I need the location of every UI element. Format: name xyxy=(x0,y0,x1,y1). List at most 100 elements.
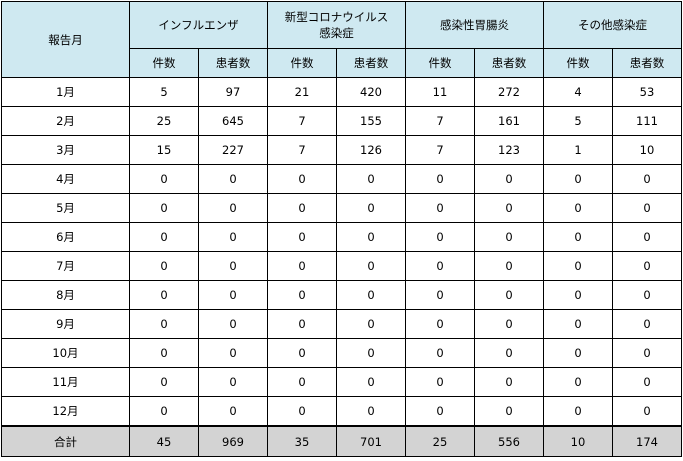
table-header: 報告月 インフルエンザ 新型コロナウイルス 感染症 感染性胃腸炎 その他感染症 … xyxy=(1,1,682,78)
patients-cell: 0 xyxy=(336,280,406,310)
table-footer: 合計 45 969 35 701 25 556 10 174 xyxy=(1,425,682,457)
table-row: 9月 0 0 0 0 0 0 0 0 xyxy=(1,309,682,339)
cases-cell: 0 xyxy=(267,367,337,397)
cases-cell: 7 xyxy=(267,106,337,136)
table-row: 12月 0 0 0 0 0 0 0 0 xyxy=(1,396,682,427)
patients-cell: 0 xyxy=(474,338,544,368)
total-row: 合計 45 969 35 701 25 556 10 174 xyxy=(1,425,682,457)
patients-cell: 97 xyxy=(198,77,268,107)
month-cell: 9月 xyxy=(1,309,130,339)
patients-cell: 0 xyxy=(474,222,544,252)
cases-cell: 0 xyxy=(267,309,337,339)
patients-cell: 0 xyxy=(612,367,682,397)
patients-cell: 0 xyxy=(336,222,406,252)
cases-cell: 0 xyxy=(405,396,475,427)
cases-cell: 0 xyxy=(267,164,337,194)
cases-cell: 25 xyxy=(129,106,199,136)
cases-cell: 0 xyxy=(267,280,337,310)
cases-cell: 0 xyxy=(543,280,613,310)
patients-cell: 0 xyxy=(612,338,682,368)
table-row: 2月 25 645 7 155 7 161 5 111 xyxy=(1,106,682,136)
patients-cell: 227 xyxy=(198,135,268,165)
patients-cell: 0 xyxy=(612,396,682,427)
cases-cell: 5 xyxy=(543,106,613,136)
group-header-line: 新型コロナウイルス xyxy=(284,10,389,24)
patients-cell: 111 xyxy=(612,106,682,136)
month-cell: 12月 xyxy=(1,396,130,427)
sub-header-patients: 患者数 xyxy=(612,48,682,78)
table-row: 4月 0 0 0 0 0 0 0 0 xyxy=(1,164,682,194)
patients-cell: 0 xyxy=(198,338,268,368)
cases-cell: 0 xyxy=(405,222,475,252)
sub-header-cases: 件数 xyxy=(129,48,199,78)
group-header-gastroenteritis: 感染性胃腸炎 xyxy=(405,1,544,49)
group-header-line: インフルエンザ xyxy=(158,18,239,32)
patients-cell: 155 xyxy=(336,106,406,136)
patients-cell: 0 xyxy=(198,396,268,427)
sub-header-cases: 件数 xyxy=(405,48,475,78)
cases-cell: 0 xyxy=(267,396,337,427)
cases-cell: 0 xyxy=(129,222,199,252)
cases-cell: 0 xyxy=(543,164,613,194)
cases-cell: 0 xyxy=(129,193,199,223)
month-cell: 11月 xyxy=(1,367,130,397)
sub-header-cases: 件数 xyxy=(543,48,613,78)
cases-cell: 7 xyxy=(405,106,475,136)
cases-cell: 0 xyxy=(405,251,475,281)
patients-cell: 0 xyxy=(336,164,406,194)
cases-cell: 0 xyxy=(267,338,337,368)
patients-cell: 0 xyxy=(198,222,268,252)
total-cell: 25 xyxy=(405,425,475,457)
month-cell: 1月 xyxy=(1,77,130,107)
cases-cell: 0 xyxy=(129,338,199,368)
table-row: 8月 0 0 0 0 0 0 0 0 xyxy=(1,280,682,310)
total-cell: 701 xyxy=(336,425,406,457)
patients-cell: 0 xyxy=(336,251,406,281)
patients-cell: 420 xyxy=(336,77,406,107)
table-row: 10月 0 0 0 0 0 0 0 0 xyxy=(1,338,682,368)
total-cell: 556 xyxy=(474,425,544,457)
patients-cell: 0 xyxy=(474,309,544,339)
group-header-line: 感染性胃腸炎 xyxy=(440,18,509,32)
group-header-line: 感染症 xyxy=(319,26,354,40)
cases-cell: 0 xyxy=(129,396,199,427)
patients-cell: 0 xyxy=(474,251,544,281)
cases-cell: 0 xyxy=(129,164,199,194)
month-cell: 3月 xyxy=(1,135,130,165)
cases-cell: 1 xyxy=(543,135,613,165)
patients-cell: 0 xyxy=(612,193,682,223)
table-row: 5月 0 0 0 0 0 0 0 0 xyxy=(1,193,682,223)
patients-cell: 0 xyxy=(612,222,682,252)
cases-cell: 7 xyxy=(405,135,475,165)
cases-cell: 0 xyxy=(543,396,613,427)
table-row: 3月 15 227 7 126 7 123 1 10 xyxy=(1,135,682,165)
cases-cell: 21 xyxy=(267,77,337,107)
sub-header-patients: 患者数 xyxy=(198,48,268,78)
cases-cell: 0 xyxy=(129,309,199,339)
patients-cell: 272 xyxy=(474,77,544,107)
group-header-other: その他感染症 xyxy=(543,1,682,49)
cases-cell: 0 xyxy=(543,251,613,281)
patients-cell: 0 xyxy=(198,309,268,339)
month-cell: 7月 xyxy=(1,251,130,281)
cases-cell: 0 xyxy=(543,367,613,397)
cases-cell: 11 xyxy=(405,77,475,107)
sub-header-cases: 件数 xyxy=(267,48,337,78)
patients-cell: 0 xyxy=(612,164,682,194)
patients-cell: 53 xyxy=(612,77,682,107)
sub-header-patients: 患者数 xyxy=(336,48,406,78)
month-cell: 2月 xyxy=(1,106,130,136)
cases-cell: 0 xyxy=(405,338,475,368)
patients-cell: 0 xyxy=(198,164,268,194)
patients-cell: 0 xyxy=(612,280,682,310)
patients-cell: 0 xyxy=(474,367,544,397)
month-cell: 5月 xyxy=(1,193,130,223)
total-cell: 45 xyxy=(129,425,199,457)
patients-cell: 0 xyxy=(198,251,268,281)
group-header-line: その他感染症 xyxy=(578,18,647,32)
table-body: 1月 5 97 21 420 11 272 4 53 2月 25 645 7 155 7 161 5 111 3月 1… xyxy=(1,77,682,427)
month-cell: 10月 xyxy=(1,338,130,368)
patients-cell: 645 xyxy=(198,106,268,136)
cases-cell: 0 xyxy=(129,251,199,281)
